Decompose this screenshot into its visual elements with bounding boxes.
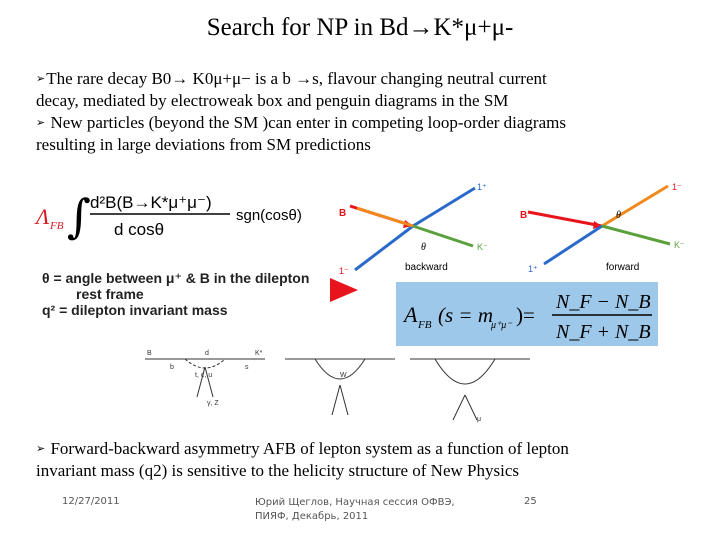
label-theta-forward: θ: [616, 210, 621, 221]
label-lminus-forward: 1⁻: [672, 182, 682, 192]
label-forward: forward: [606, 262, 639, 273]
feyn-label-kstar: K*: [255, 350, 263, 357]
variable-definitions: θ = angle between μ⁺ & B in the dilepton…: [42, 270, 332, 318]
bullet-3: ➢ Forward-backward asymmetry AFB of lept…: [36, 438, 706, 460]
afb-numerator: N_F − N_B: [555, 291, 651, 313]
theta-definition: θ = angle between μ⁺ & B in the dilepton: [42, 270, 310, 286]
footer-author-line-1: Юрий Щеглов, Научная сессия ОФВЭ,: [255, 497, 455, 508]
integral-icon: ∫: [67, 189, 91, 243]
label-lminus: 1⁻: [339, 266, 349, 276]
q2-definition: q² = dilepton invariant mass: [42, 302, 228, 318]
afb-subscript: FB: [417, 319, 432, 331]
label-b: B: [339, 208, 346, 219]
footer-page-number: 25: [524, 496, 537, 507]
afb-bullet: ➢ Forward-backward asymmetry AFB of lept…: [36, 438, 706, 482]
feyn-label-quark-s: s: [245, 364, 249, 371]
label-backward: backward: [405, 262, 448, 273]
label-lplus-forward: 1⁺: [528, 264, 538, 274]
bullet-1-cont: decay, mediated by electroweak box and p…: [36, 91, 509, 110]
afb-symbol: A: [402, 302, 418, 327]
feyn-label-b: B: [147, 350, 152, 357]
label-k: K⁻: [477, 242, 488, 252]
label-k-forward: K⁻: [674, 240, 685, 250]
feyn-label-d: d: [205, 350, 209, 357]
afb-integral-equation: Λ FB ∫ d²B(B→K*μ⁺μ⁻) d cosθ sgn(cosθ): [34, 189, 302, 243]
backward-diagram: B 1⁺ 1⁻ K⁻ θ backward: [339, 182, 488, 276]
theta-definition-cont: rest frame: [76, 286, 144, 302]
label-b-forward: B: [520, 210, 527, 221]
afb-denominator: N_F + N_B: [555, 321, 651, 343]
feyn-label-gamma-z: γ, Z: [207, 400, 219, 407]
feyn-label-tcu: t, c, u: [195, 372, 212, 379]
bullet-3-line-1: Forward-backward asymmetry AFB of lepton…: [50, 439, 569, 458]
bullet-1: ➢The rare decay B0→ K0μ+μ− is a b →s, fl…: [36, 68, 706, 90]
equation-denominator: d cosθ: [114, 220, 164, 239]
red-arrow-icon: [330, 278, 358, 302]
bullet-arrow-icon: ➢: [36, 73, 46, 85]
afb-formula-box: A FB (s = m μ⁺μ⁻ )= N_F − N_B N_F + N_B: [396, 282, 658, 346]
bullet-2: ➢ New particles (beyond the SM )can ente…: [36, 112, 706, 134]
afb-argument-sub: μ⁺μ⁻: [490, 320, 512, 331]
footer-date: 12/27/2011: [62, 496, 120, 507]
feyn-label-quark-b: b: [170, 364, 174, 371]
label-theta: θ: [421, 242, 426, 253]
equation-numerator: d²B(B→K*μ⁺μ⁻): [90, 193, 212, 212]
footer-author-line-2: ПИЯФ, Декабрь, 2011: [255, 511, 369, 522]
feyn-label-mu: μ: [477, 416, 481, 423]
footer-author: Юрий Щеглов, Научная сессия ОФВЭ, ПИЯФ, …: [255, 496, 455, 524]
bullet-arrow-icon: ➢: [36, 443, 46, 455]
bullet-arrow-icon: ➢: [36, 117, 46, 129]
intro-bullets: ➢The rare decay B0→ K0μ+μ− is a b →s, fl…: [36, 68, 706, 156]
slide-title: Search for NP in Bd→K*μ+μ-: [206, 14, 514, 41]
label-lplus: 1⁺: [477, 182, 487, 192]
feyn-label-w: W: [340, 372, 347, 379]
bullet-2-line-1: New particles (beyond the SM )can enter …: [50, 113, 566, 132]
lambda-subscript: FB: [49, 220, 64, 232]
afb-equals: )=: [516, 303, 535, 327]
bullet-2-cont: resulting in large deviations from SM pr…: [36, 135, 371, 154]
afb-formula: A FB (s = m μ⁺μ⁻ )= N_F − N_B N_F + N_B: [402, 291, 652, 343]
feynman-diagrams: B b s K* d t, c, u W γ, Z μ: [145, 350, 530, 423]
bullet-3-cont: invariant mass (q2) is sensitive to the …: [36, 461, 519, 480]
bullet-1-line-1: The rare decay B0→ K0μ+μ− is a b →s, fla…: [46, 69, 547, 88]
equation-sgn: sgn(cosθ): [236, 207, 302, 224]
forward-diagram: B 1⁻ 1⁺ K⁻ θ forward: [520, 182, 685, 274]
lambda-symbol: Λ: [34, 204, 50, 229]
afb-argument: (s = m: [438, 303, 493, 327]
